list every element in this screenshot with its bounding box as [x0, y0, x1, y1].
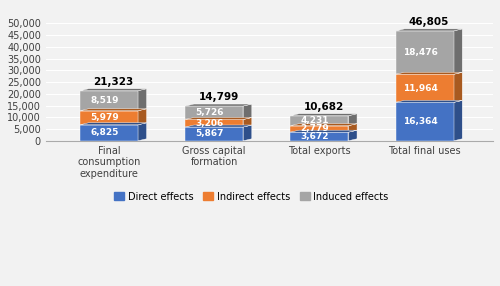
Polygon shape [243, 104, 252, 120]
FancyBboxPatch shape [290, 116, 348, 126]
Polygon shape [454, 29, 462, 74]
Polygon shape [454, 100, 462, 141]
FancyBboxPatch shape [185, 120, 243, 127]
Text: 5,979: 5,979 [90, 113, 119, 122]
Polygon shape [396, 29, 462, 31]
FancyBboxPatch shape [396, 74, 454, 102]
Legend: Direct effects, Indirect effects, Induced effects: Direct effects, Indirect effects, Induce… [110, 188, 392, 206]
FancyBboxPatch shape [396, 102, 454, 141]
Polygon shape [454, 72, 462, 102]
Text: 8,519: 8,519 [90, 96, 119, 105]
Polygon shape [348, 124, 357, 132]
FancyBboxPatch shape [290, 132, 348, 141]
Polygon shape [185, 104, 252, 106]
Text: 10,682: 10,682 [304, 102, 344, 112]
Polygon shape [185, 118, 252, 120]
Polygon shape [138, 89, 146, 111]
Text: 3,672: 3,672 [301, 132, 330, 141]
Polygon shape [138, 109, 146, 125]
Polygon shape [80, 109, 146, 111]
Polygon shape [348, 114, 357, 126]
Text: 16,364: 16,364 [403, 117, 438, 126]
Polygon shape [348, 130, 357, 141]
Polygon shape [290, 124, 357, 126]
Polygon shape [290, 114, 357, 116]
Text: 11,964: 11,964 [403, 84, 438, 93]
Text: 14,799: 14,799 [198, 92, 238, 102]
FancyBboxPatch shape [396, 31, 454, 74]
Text: 3,206: 3,206 [196, 119, 224, 128]
FancyBboxPatch shape [80, 111, 138, 125]
Text: 46,805: 46,805 [409, 17, 449, 27]
Text: 2,779: 2,779 [300, 124, 330, 133]
FancyBboxPatch shape [290, 126, 348, 132]
Polygon shape [80, 89, 146, 91]
Text: 18,476: 18,476 [403, 48, 438, 57]
Polygon shape [290, 130, 357, 132]
Polygon shape [396, 72, 462, 74]
Text: 21,323: 21,323 [93, 77, 134, 87]
Polygon shape [138, 123, 146, 141]
Polygon shape [80, 123, 146, 125]
Polygon shape [396, 100, 462, 102]
FancyBboxPatch shape [185, 127, 243, 141]
Text: 5,726: 5,726 [196, 108, 224, 117]
Polygon shape [243, 118, 252, 127]
FancyBboxPatch shape [80, 91, 138, 111]
Polygon shape [243, 125, 252, 141]
Text: 6,825: 6,825 [90, 128, 119, 137]
FancyBboxPatch shape [185, 106, 243, 120]
Text: 5,867: 5,867 [196, 129, 224, 138]
FancyBboxPatch shape [80, 125, 138, 141]
Text: 4,231: 4,231 [301, 116, 330, 125]
Polygon shape [185, 125, 252, 127]
